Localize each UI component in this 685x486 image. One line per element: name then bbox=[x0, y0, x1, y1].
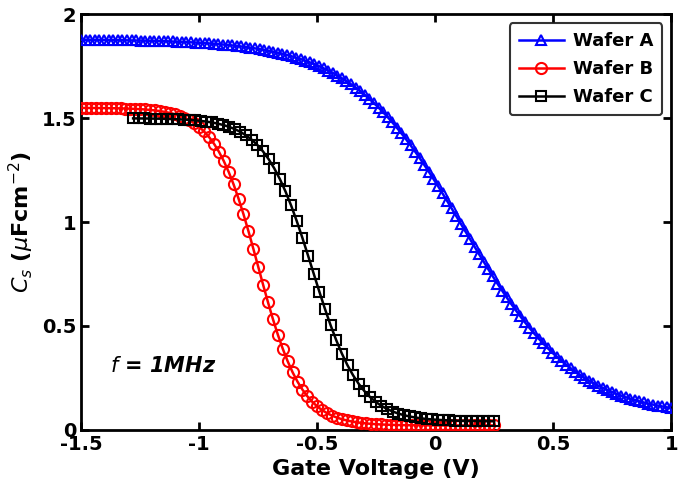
Wafer A bbox=[397, 130, 406, 136]
Text: $f$ = 1MHz: $f$ = 1MHz bbox=[110, 356, 216, 376]
Y-axis label: $C_s$ ($\mu$Fcm$^{-2}$): $C_s$ ($\mu$Fcm$^{-2}$) bbox=[7, 151, 36, 293]
Wafer A bbox=[575, 372, 584, 378]
Wafer A bbox=[667, 405, 675, 411]
Wafer B bbox=[146, 107, 154, 113]
Wafer B bbox=[284, 359, 292, 364]
Line: Wafer B: Wafer B bbox=[75, 103, 500, 431]
Wafer A bbox=[498, 288, 506, 294]
Wafer C bbox=[236, 129, 245, 135]
Wafer C bbox=[282, 189, 290, 194]
Wafer B bbox=[490, 422, 498, 428]
Wafer B bbox=[200, 129, 208, 135]
Wafer A bbox=[77, 37, 86, 43]
Line: Wafer A: Wafer A bbox=[76, 35, 677, 413]
Wafer B bbox=[205, 134, 213, 140]
Wafer A bbox=[616, 393, 625, 399]
Wafer C bbox=[490, 418, 498, 424]
Legend: Wafer A, Wafer B, Wafer C: Wafer A, Wafer B, Wafer C bbox=[510, 23, 662, 115]
Wafer C bbox=[315, 289, 323, 295]
Line: Wafer C: Wafer C bbox=[128, 114, 499, 426]
X-axis label: Gate Voltage (V): Gate Voltage (V) bbox=[273, 459, 480, 479]
Wafer B bbox=[220, 158, 228, 164]
Wafer C bbox=[129, 116, 137, 122]
Wafer C bbox=[439, 417, 447, 423]
Wafer B bbox=[466, 422, 474, 428]
Wafer A bbox=[105, 37, 113, 43]
Wafer C bbox=[214, 121, 222, 126]
Wafer C bbox=[479, 418, 487, 424]
Wafer B bbox=[77, 105, 86, 111]
Wafer A bbox=[594, 382, 602, 388]
